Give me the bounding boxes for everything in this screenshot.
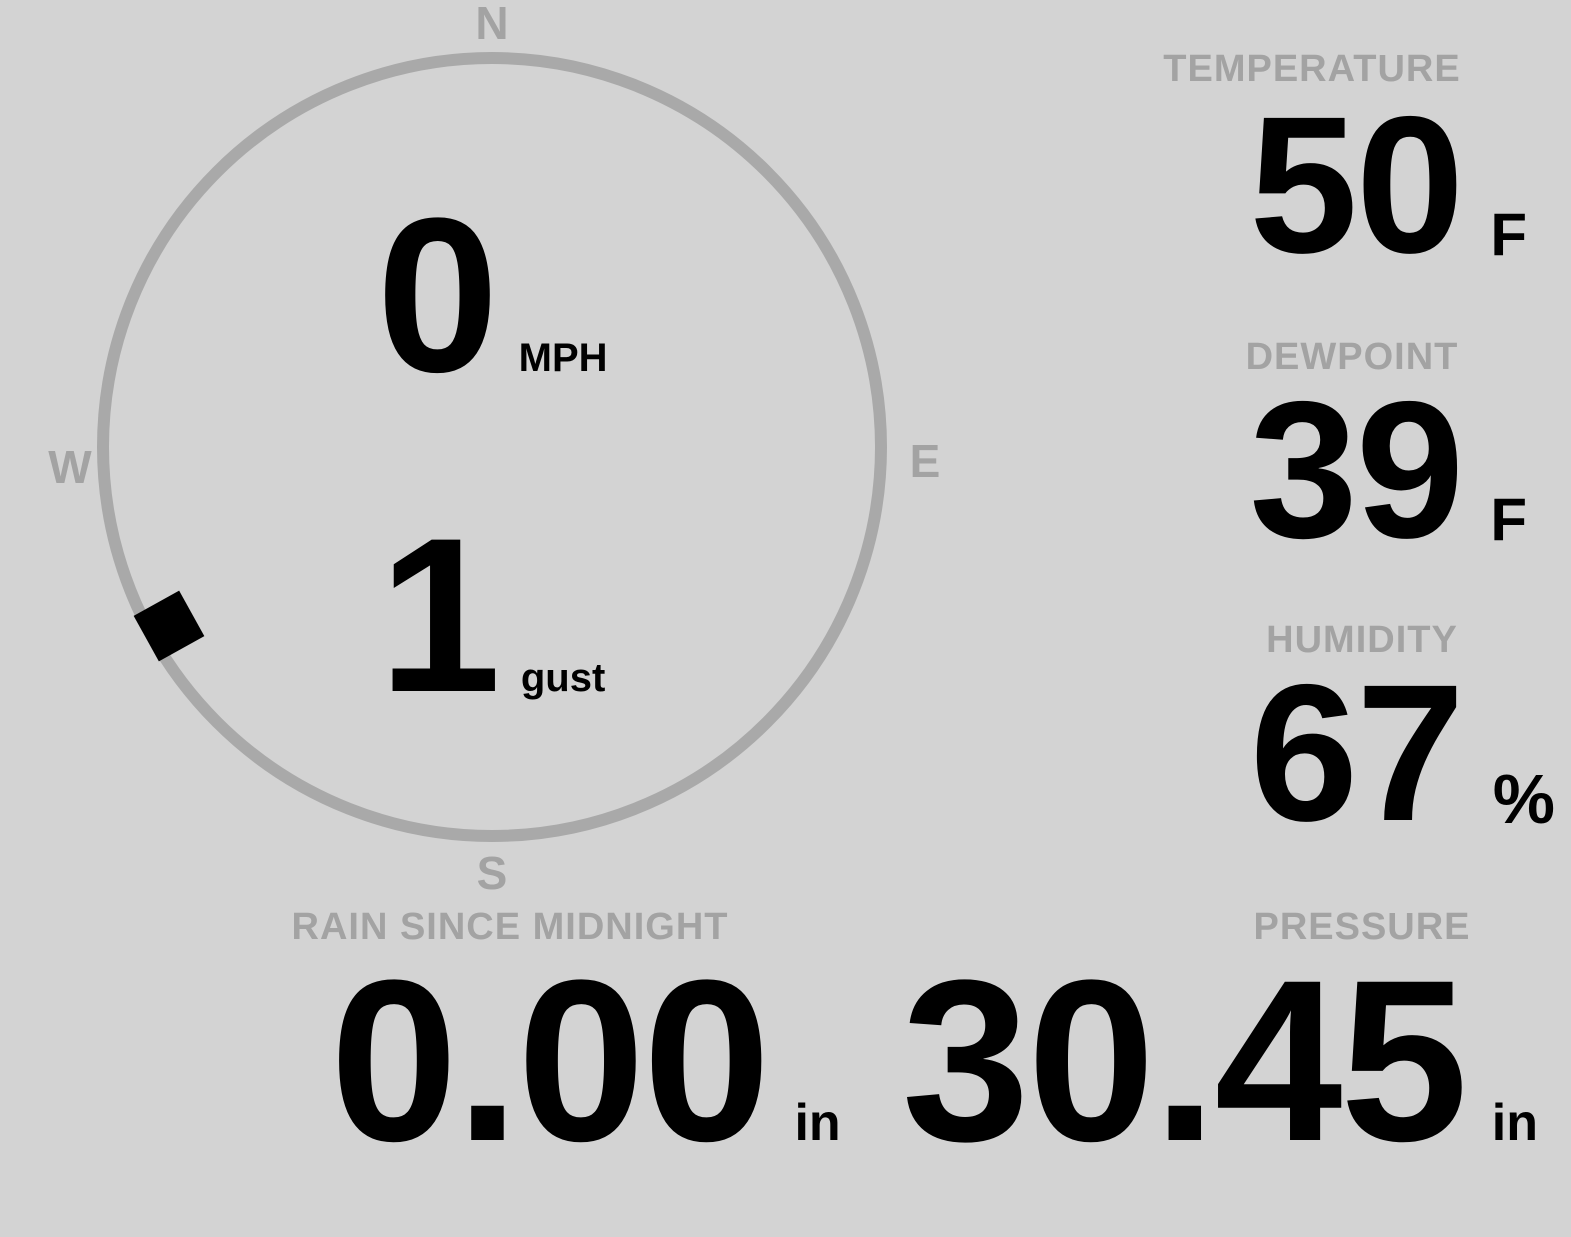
humidity-reading: 67 % bbox=[1250, 656, 1555, 851]
wind-gust-unit: gust bbox=[520, 656, 606, 700]
rain-reading: 0.00 in bbox=[330, 946, 841, 1176]
dewpoint-label: DEWPOINT bbox=[1245, 336, 1459, 378]
rain-unit: in bbox=[794, 1094, 841, 1152]
temperature-value: 50 bbox=[1249, 76, 1464, 294]
dewpoint-reading: 39 F bbox=[1249, 373, 1527, 568]
pressure-unit: in bbox=[1491, 1094, 1538, 1152]
dewpoint-unit: F bbox=[1490, 486, 1527, 553]
pressure-label: PRESSURE bbox=[1253, 906, 1471, 948]
humidity-label: HUMIDITY bbox=[1266, 619, 1458, 661]
wind-speed: 0 MPH bbox=[97, 185, 887, 405]
compass-cardinal-north: N bbox=[475, 0, 509, 49]
temperature-label: TEMPERATURE bbox=[1163, 48, 1461, 90]
temperature-reading: 50 F bbox=[1249, 88, 1527, 283]
wind-speed-unit: MPH bbox=[518, 336, 608, 380]
wind-gust-value: 1 bbox=[378, 492, 501, 738]
compass-cardinal-south: S bbox=[476, 847, 508, 899]
rain-value: 0.00 bbox=[330, 932, 771, 1189]
compass-cardinal-east: E bbox=[909, 435, 941, 487]
pressure-value: 30.45 bbox=[901, 932, 1468, 1189]
rain-label: RAIN SINCE MIDNIGHT bbox=[291, 906, 729, 948]
wind-speed-value: 0 bbox=[376, 172, 498, 418]
compass-cardinal-west: W bbox=[48, 441, 92, 493]
humidity-value: 67 bbox=[1249, 644, 1465, 862]
wind-gust: 1 gust bbox=[97, 505, 887, 725]
dewpoint-value: 39 bbox=[1249, 361, 1464, 579]
temperature-unit: F bbox=[1490, 201, 1527, 268]
pressure-reading: 30.45 in bbox=[902, 946, 1538, 1176]
humidity-unit: % bbox=[1492, 760, 1555, 838]
